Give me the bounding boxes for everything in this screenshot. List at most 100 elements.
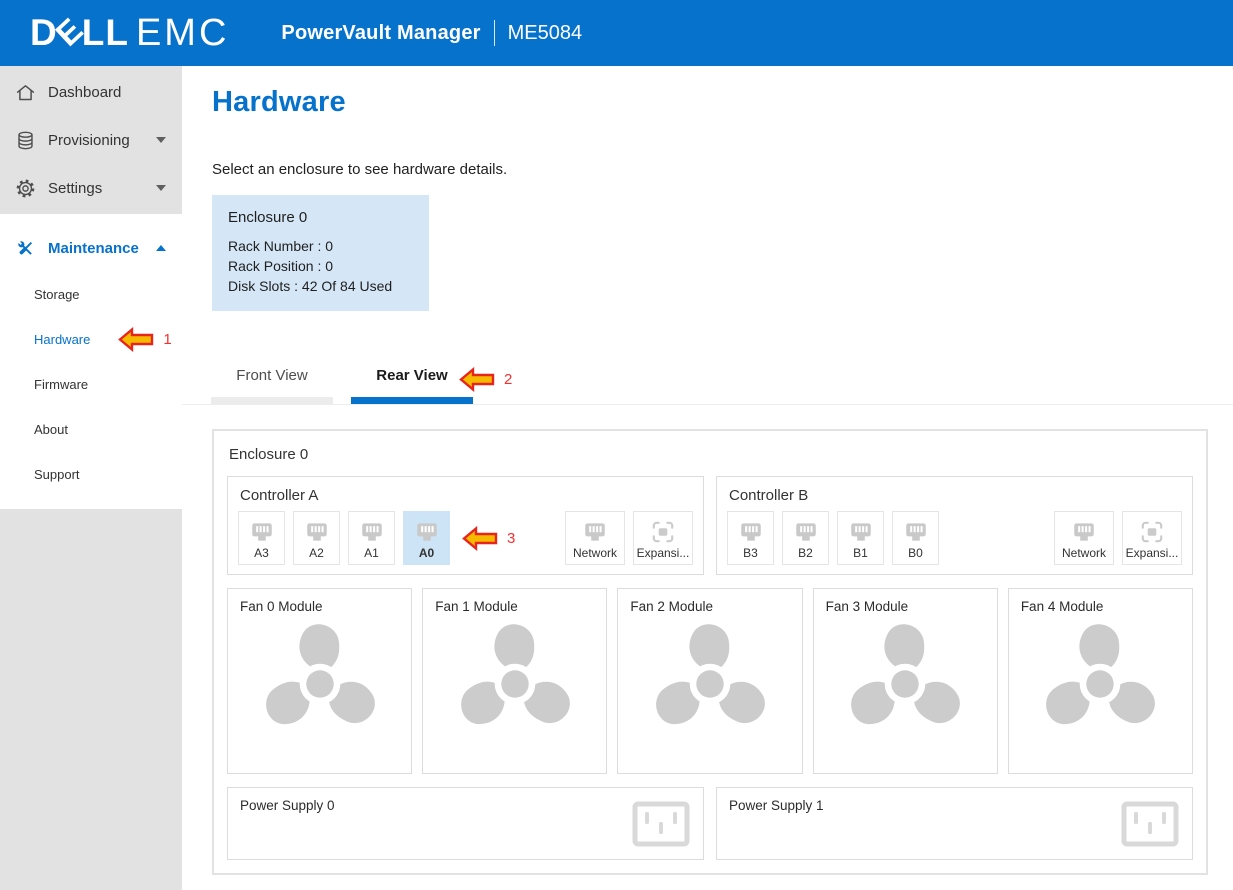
logo-emc: EMC [135,11,230,54]
sidebar-item-maintenance[interactable]: Maintenance [0,224,182,272]
sidebar-subitem-label: About [34,422,68,437]
left-arrow-icon [459,368,495,391]
ethernet-port-icon [249,518,275,546]
disk-slots: Disk Slots : 42 Of 84 Used [228,278,393,294]
instruction-text: Select an enclosure to see hardware deta… [212,161,508,178]
tab-label: Rear View [376,367,448,384]
sidebar-item-label: Maintenance [48,239,139,257]
ethernet-port-icon [738,518,764,546]
left-arrow-icon [462,526,498,550]
sidebar-item-label: Provisioning [48,131,130,149]
fan-2-module[interactable]: Fan 2 Module [617,588,803,774]
tab-rear-view[interactable]: Rear View [351,367,473,404]
chevron-down-icon [156,185,166,191]
port-a2[interactable]: A2 [293,511,340,565]
expansion-port-icon [650,518,676,546]
gear-icon [14,177,36,199]
fan-icon [448,618,581,750]
annotation-number: 2 [504,371,513,388]
port-label: A2 [309,546,324,560]
fan-label: Fan 3 Module [825,599,909,614]
ethernet-port-icon [793,518,819,546]
port-b-expansion[interactable]: Expansi... [1122,511,1182,565]
sidebar-item-label: Settings [48,179,103,197]
port-a0[interactable]: A0 [403,511,450,565]
power-supply-1[interactable]: Power Supply 1 [716,787,1193,860]
power-outlet-icon [1121,801,1179,847]
page-title: Hardware [212,86,346,118]
port-a3[interactable]: A3 [238,511,285,565]
fan-icon [1034,618,1167,750]
port-label: Expansi... [636,546,690,560]
port-label: Expansi... [1125,546,1179,560]
sidebar-item-dashboard[interactable]: Dashboard [0,68,182,116]
app-header: D E LL EMC PowerVault Manager ME5084 [0,0,1233,66]
rack-position: Rack Position : 0 [228,258,334,274]
annotation-1: 1 [118,327,172,352]
fan-icon [644,618,776,750]
sidebar-item-support[interactable]: Support [0,452,182,497]
sidebar-item-provisioning[interactable]: Provisioning [0,116,182,164]
fan-0-module[interactable]: Fan 0 Module [227,588,413,774]
port-b-network[interactable]: Network [1054,511,1114,565]
fan-icon [253,618,386,750]
annotation-number: 1 [163,331,172,348]
main-content: Hardware Select an enclosure to see hard… [182,66,1233,890]
enclosure-card-title: Enclosure 0 [228,209,308,226]
port-label: B0 [908,546,923,560]
sidebar-subitem-label: Hardware [34,332,91,347]
sidebar: Dashboard Provisioning [0,66,182,890]
sidebar-item-hardware[interactable]: Hardware 1 [0,317,182,362]
fan-1-module[interactable]: Fan 1 Module [422,588,608,774]
sidebar-item-firmware[interactable]: Firmware [0,362,182,407]
sidebar-item-settings[interactable]: Settings [0,164,182,212]
port-b0[interactable]: B0 [892,511,939,565]
sidebar-top-group: Dashboard Provisioning [0,66,182,214]
tabs-divider [182,404,1233,405]
sidebar-subitem-label: Storage [34,287,80,302]
sidebar-item-label: Dashboard [48,83,122,101]
port-a-network[interactable]: Network [565,511,625,565]
controller-b-box: Controller B B3 B2 B1 [716,476,1193,575]
fan-3-module[interactable]: Fan 3 Module [812,588,998,774]
port-label: A3 [254,546,269,560]
header-title: PowerVault Manager ME5084 [281,20,582,46]
tab-front-view[interactable]: Front View [211,367,333,404]
sidebar-item-storage[interactable]: Storage [0,272,182,317]
system-model: ME5084 [507,21,583,44]
tab-underline [351,397,473,404]
port-a1[interactable]: A1 [348,511,395,565]
port-b2[interactable]: B2 [782,511,829,565]
controller-a-box: Controller A A3 A2 A1 [227,476,704,575]
annotation-3: 3 [462,526,515,551]
enclosure-rear-panel: Enclosure 0 Controller A A3 A2 [212,429,1208,875]
port-label: A0 [418,546,435,560]
logo-letters-ll: LL [81,12,129,53]
port-a-expansion[interactable]: Expansi... [633,511,693,565]
ethernet-port-icon [359,518,385,546]
app-title: PowerVault Manager [281,21,481,44]
logo-letter-d: D [30,12,58,53]
expansion-port-icon [1139,518,1165,546]
ethernet-port-icon [1071,518,1097,546]
sidebar-item-about[interactable]: About [0,407,182,452]
enclosure-card[interactable]: Enclosure 0 Rack Number : 0 Rack Positio… [212,195,429,311]
fan-4-module[interactable]: Fan 4 Module [1007,588,1194,774]
sidebar-maintenance-group: Maintenance Storage Hardware 1 Firmware … [0,214,182,509]
panel-title: Enclosure 0 [229,446,309,463]
psu-label: Power Supply 0 [240,798,335,813]
fan-label: Fan 1 Module [435,599,518,614]
port-b1[interactable]: B1 [837,511,884,565]
port-b3[interactable]: B3 [727,511,774,565]
left-arrow-icon [119,328,154,351]
rack-number: Rack Number : 0 [228,238,334,254]
controller-name: Controller A [240,487,319,504]
sidebar-filler [0,509,182,890]
port-label: Network [1061,546,1106,560]
ethernet-port-icon [304,518,330,546]
dell-emc-logo: D E LL EMC [30,11,230,55]
tab-label: Front View [236,367,308,384]
fan-label: Fan 2 Module [630,599,713,614]
power-supply-0[interactable]: Power Supply 0 [227,787,704,860]
port-label: B2 [798,546,813,560]
